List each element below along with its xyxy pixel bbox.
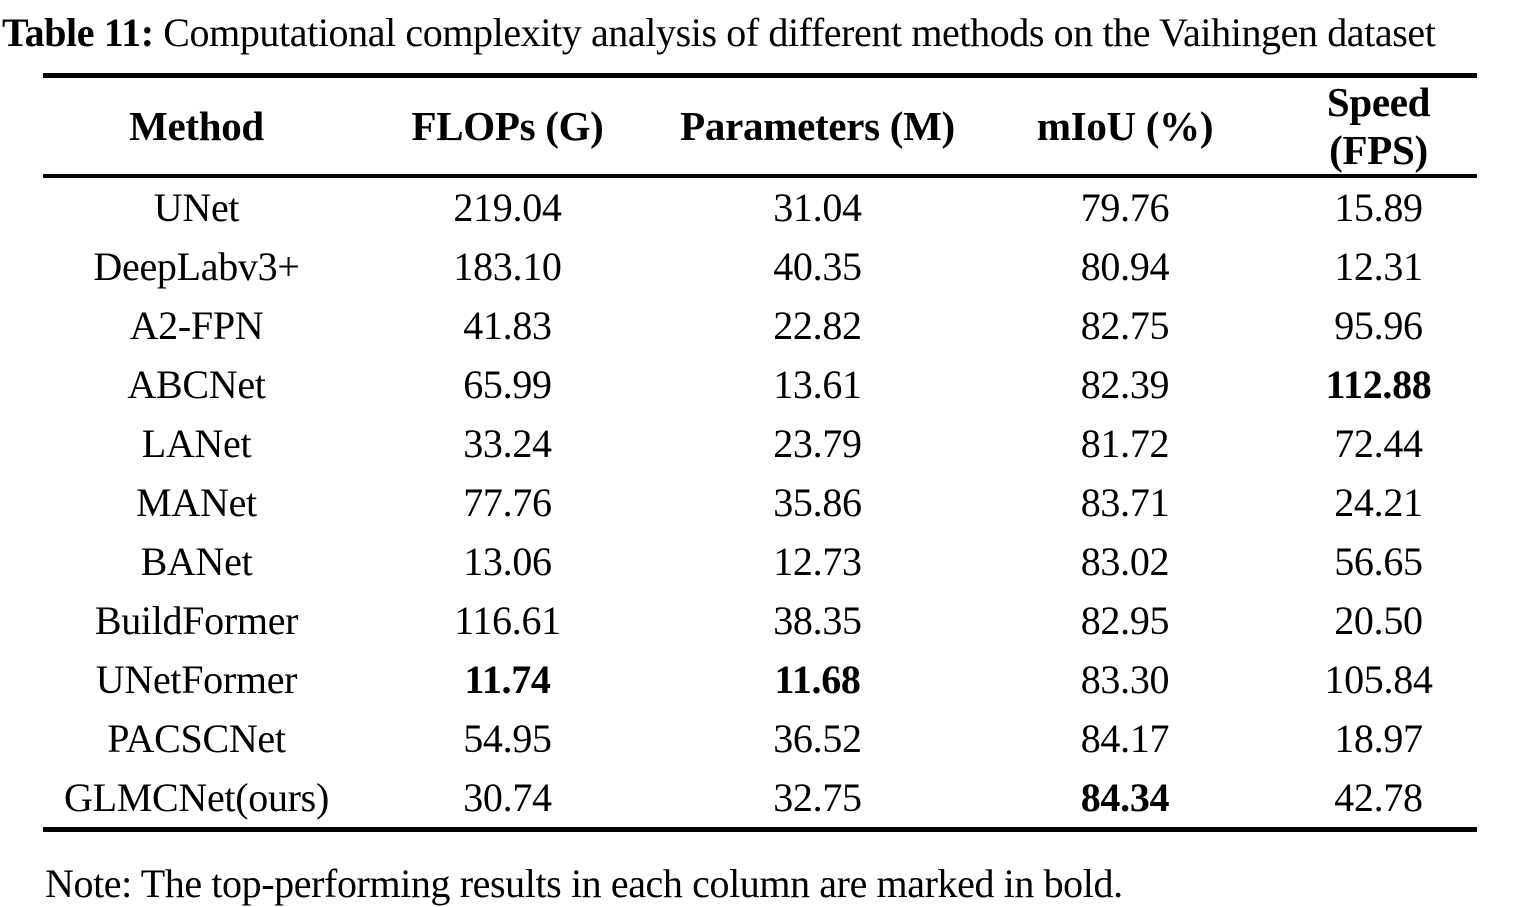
- header-row: Method FLOPs (G) Parameters (M) mIoU (%)…: [43, 75, 1477, 178]
- table-note: Note: The top-performing results in each…: [45, 861, 1123, 906]
- cell-speed: 24.21: [1334, 480, 1423, 525]
- cell-parameters: 23.79: [773, 421, 862, 466]
- cell-miou: 80.94: [1080, 244, 1170, 289]
- table-row: LANet 33.24 23.79 81.72 72.44: [43, 414, 1477, 473]
- table-row: UNetFormer 11.74 11.68 83.30 105.84: [43, 650, 1477, 709]
- cell-parameters: 38.35: [773, 598, 862, 643]
- cell-parameters: 13.61: [773, 362, 862, 407]
- cell-speed: 15.89: [1334, 185, 1423, 230]
- cell-speed: 12.31: [1334, 244, 1423, 289]
- cell-parameters: 36.52: [773, 716, 862, 761]
- cell-flops: 30.74: [463, 775, 552, 820]
- cell-flops: 54.95: [463, 716, 552, 761]
- cell-method: LANet: [141, 421, 252, 466]
- cell-method: BANet: [140, 539, 253, 584]
- cell-flops: 41.83: [463, 303, 552, 348]
- table-row: UNet 219.04 31.04 79.76 15.89: [43, 176, 1477, 237]
- column-header-parameters: Parameters (M): [665, 75, 970, 178]
- column-header-miou: mIoU (%): [970, 75, 1280, 178]
- cell-flops: 77.76: [463, 480, 552, 525]
- cell-method: UNetFormer: [95, 657, 298, 702]
- table-row: MANet 77.76 35.86 83.71 24.21: [43, 473, 1477, 532]
- cell-method: A2-FPN: [129, 303, 264, 348]
- complexity-table: Method FLOPs (G) Parameters (M) mIoU (%)…: [43, 73, 1477, 832]
- cell-flops: 33.24: [463, 421, 552, 466]
- table-row: A2-FPN 41.83 22.82 82.75 95.96: [43, 296, 1477, 355]
- cell-parameters: 35.86: [773, 480, 862, 525]
- cell-miou: 83.02: [1080, 539, 1170, 584]
- cell-miou: 82.75: [1080, 303, 1170, 348]
- cell-miou: 82.39: [1080, 362, 1170, 407]
- cell-parameters: 40.35: [773, 244, 862, 289]
- cell-flops: 116.61: [454, 598, 561, 643]
- caption-label: Table 11:: [2, 10, 154, 55]
- cell-method: ABCNet: [127, 362, 266, 407]
- cell-miou: 82.95: [1080, 598, 1170, 643]
- cell-miou: 83.30: [1080, 657, 1170, 702]
- cell-flops: 65.99: [463, 362, 552, 407]
- cell-speed: 20.50: [1334, 598, 1423, 643]
- cell-flops: 13.06: [463, 539, 552, 584]
- column-header-method: Method: [43, 75, 350, 178]
- cell-method: GLMCNet(ours): [64, 775, 329, 820]
- cell-miou: 79.76: [1080, 185, 1170, 230]
- table-caption: Table 11: Computational complexity analy…: [0, 0, 1520, 58]
- table-row: ABCNet 65.99 13.61 82.39 112.88: [43, 355, 1477, 414]
- cell-miou: 83.71: [1080, 480, 1170, 525]
- column-header-flops: FLOPs (G): [350, 75, 665, 178]
- cell-speed: 105.84: [1324, 657, 1433, 702]
- table-row: DeepLabv3+ 183.10 40.35 80.94 12.31: [43, 237, 1477, 296]
- cell-parameters: 11.68: [774, 657, 861, 702]
- cell-speed: 56.65: [1334, 539, 1423, 584]
- cell-method: DeepLabv3+: [93, 244, 300, 289]
- cell-speed: 95.96: [1334, 303, 1423, 348]
- cell-flops: 219.04: [453, 185, 562, 230]
- cell-method: MANet: [136, 480, 257, 525]
- cell-miou: 84.34: [1080, 775, 1170, 820]
- table-body: UNet 219.04 31.04 79.76 15.89 DeepLabv3+…: [43, 176, 1477, 830]
- table-row: GLMCNet(ours) 30.74 32.75 84.34 42.78: [43, 768, 1477, 830]
- cell-miou: 81.72: [1080, 421, 1170, 466]
- table-row: BANet 13.06 12.73 83.02 56.65: [43, 532, 1477, 591]
- table-row: BuildFormer 116.61 38.35 82.95 20.50: [43, 591, 1477, 650]
- cell-method: BuildFormer: [94, 598, 299, 643]
- cell-parameters: 31.04: [773, 185, 862, 230]
- cell-flops: 183.10: [453, 244, 562, 289]
- cell-parameters: 32.75: [773, 775, 862, 820]
- cell-miou: 84.17: [1080, 716, 1170, 761]
- cell-flops: 11.74: [464, 657, 551, 702]
- table-row: PACSCNet 54.95 36.52 84.17 18.97: [43, 709, 1477, 768]
- cell-parameters: 22.82: [773, 303, 862, 348]
- cell-speed: 42.78: [1334, 775, 1423, 820]
- caption-text: Computational complexity analysis of dif…: [153, 10, 1436, 55]
- cell-speed: 72.44: [1334, 421, 1423, 466]
- column-header-speed: Speed (FPS): [1280, 75, 1477, 178]
- cell-speed: 18.97: [1334, 716, 1423, 761]
- cell-method: UNet: [153, 185, 240, 230]
- cell-parameters: 12.73: [773, 539, 862, 584]
- cell-speed: 112.88: [1325, 362, 1432, 407]
- cell-method: PACSCNet: [107, 716, 286, 761]
